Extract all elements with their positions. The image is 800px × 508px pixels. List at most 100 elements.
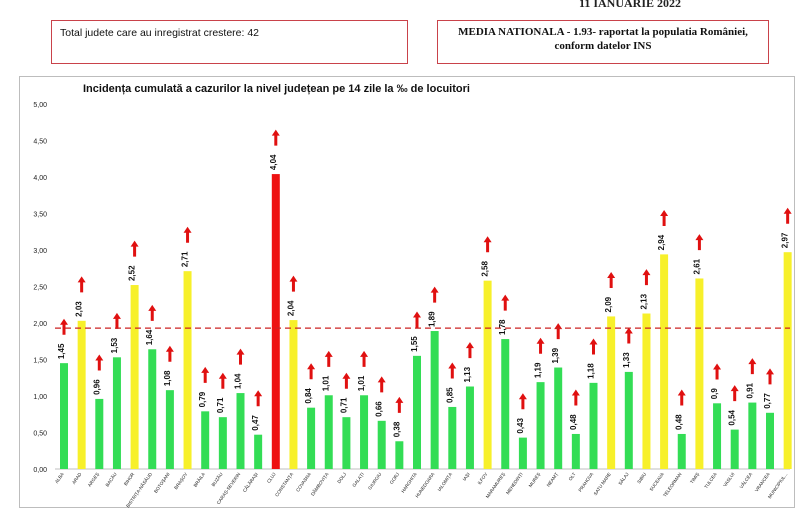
increase-arrow-icon — [271, 129, 280, 146]
data-label: 1,01 — [357, 375, 366, 391]
x-tick-label: VRANCEA — [754, 471, 771, 493]
x-tick-label: VASLUI — [722, 472, 735, 488]
bar — [236, 393, 245, 469]
x-tick-label: SATU MARE — [593, 472, 612, 497]
bar — [589, 382, 598, 469]
bar — [148, 349, 157, 469]
bar — [430, 331, 439, 469]
x-tick-label: BRĂILA — [192, 470, 207, 488]
x-tick-label: OLT — [568, 472, 577, 482]
increase-arrow-icon — [448, 362, 457, 379]
bar — [642, 313, 651, 469]
y-tick-label: 3,00 — [33, 248, 47, 255]
bar — [571, 433, 580, 469]
increase-arrow-icon — [571, 389, 580, 406]
increase-arrow-icon — [289, 275, 298, 292]
x-tick-label: IALOMIȚA — [437, 471, 454, 492]
increase-arrow-icon — [624, 327, 633, 344]
national-average-box: MEDIA NATIONALA - 1.93- raportat la popu… — [437, 20, 769, 64]
x-tick-label: BIHOR — [123, 471, 136, 486]
x-tick-label: GALAȚI — [351, 472, 364, 488]
data-label: 1,78 — [498, 319, 507, 335]
data-label: 2,03 — [75, 301, 84, 317]
increase-arrow-icon — [695, 234, 704, 251]
data-label: 0,47 — [251, 415, 260, 431]
increase-arrow-icon — [360, 350, 369, 367]
bar — [289, 320, 298, 469]
data-label: 0,38 — [392, 421, 401, 437]
data-label: 2,94 — [657, 234, 666, 250]
increase-arrow-icon — [218, 372, 227, 389]
increase-arrow-icon — [130, 240, 139, 257]
data-label: 1,19 — [534, 362, 543, 378]
x-tick-label: TIMIȘ — [689, 472, 700, 485]
bar — [60, 363, 68, 469]
x-tick-label: BACĂU — [104, 471, 118, 487]
y-tick-label: 2,50 — [33, 285, 47, 292]
x-tick-label: CONSTANȚA — [274, 471, 295, 498]
x-tick-label: DOLJ — [336, 472, 347, 484]
bar — [254, 434, 263, 469]
data-label: 2,71 — [181, 251, 190, 267]
y-tick-label: 2,00 — [33, 321, 47, 328]
data-label: 1,55 — [410, 336, 419, 352]
bar — [730, 429, 739, 469]
bar — [324, 395, 333, 469]
data-label: 2,13 — [639, 293, 648, 309]
data-label: 4,04 — [269, 154, 278, 170]
x-tick-label: BRAȘOV — [173, 471, 189, 490]
bar — [748, 402, 757, 469]
bar — [342, 417, 351, 469]
increase-arrow-icon — [783, 207, 792, 224]
bar — [713, 403, 722, 469]
chart-title: Incidența cumulată a cazurilor la nivel … — [83, 83, 470, 95]
bar — [536, 382, 545, 469]
increase-arrow-icon — [148, 304, 157, 321]
data-label: 1,08 — [163, 370, 172, 386]
data-label: 0,54 — [728, 409, 737, 425]
x-tick-label: HUNEDOARA — [415, 471, 436, 499]
bar — [448, 406, 457, 469]
x-tick-label: SUCEAVA — [649, 471, 666, 492]
data-label: 0,71 — [216, 397, 225, 413]
x-tick-label: VÂLCEA — [738, 470, 754, 489]
increase-arrow-icon — [518, 393, 527, 410]
x-tick-label: TULCEA — [703, 471, 718, 489]
increase-count-box: Total judete care au inregistrat crester… — [51, 20, 408, 64]
increase-arrow-icon — [430, 286, 439, 303]
increase-arrow-icon — [501, 294, 510, 311]
y-tick-label: 0,50 — [33, 431, 47, 438]
y-tick-label: 3,50 — [33, 212, 47, 219]
bar — [695, 278, 704, 469]
y-tick-label: 0,00 — [33, 467, 47, 474]
bar — [95, 398, 104, 469]
bar — [624, 371, 633, 469]
increase-arrow-icon — [642, 269, 651, 286]
data-label: 0,66 — [375, 401, 384, 417]
increase-arrow-icon — [554, 323, 563, 340]
increase-arrow-icon — [183, 226, 192, 243]
bar — [413, 355, 421, 469]
x-tick-label: TELEORMAN — [662, 472, 682, 498]
x-tick-label: GORJ — [389, 472, 400, 485]
x-tick-label: ARGEȘ — [87, 472, 100, 488]
x-tick-label: ALBA — [54, 471, 65, 484]
x-tick-label: CLUJ — [266, 472, 277, 484]
bar — [677, 433, 686, 469]
increase-arrow-icon — [77, 276, 86, 293]
increase-arrow-icon — [307, 363, 316, 380]
x-tick-label: HARGHITA — [400, 471, 418, 494]
bar — [77, 320, 86, 469]
x-tick-label: BOTOȘANI — [153, 472, 171, 494]
increase-arrow-icon — [95, 354, 104, 371]
x-tick-label: MEHEDINȚI — [505, 472, 524, 496]
bar — [218, 417, 227, 469]
bar — [518, 437, 527, 469]
bar — [377, 420, 386, 469]
x-tick-label: MUNICIPIUL... — [767, 472, 789, 500]
increase-arrow-icon — [324, 350, 333, 367]
data-label: 1,18 — [587, 363, 596, 379]
increase-arrow-icon — [536, 337, 545, 354]
data-label: 1,04 — [234, 373, 243, 389]
increase-arrow-icon — [60, 318, 68, 335]
